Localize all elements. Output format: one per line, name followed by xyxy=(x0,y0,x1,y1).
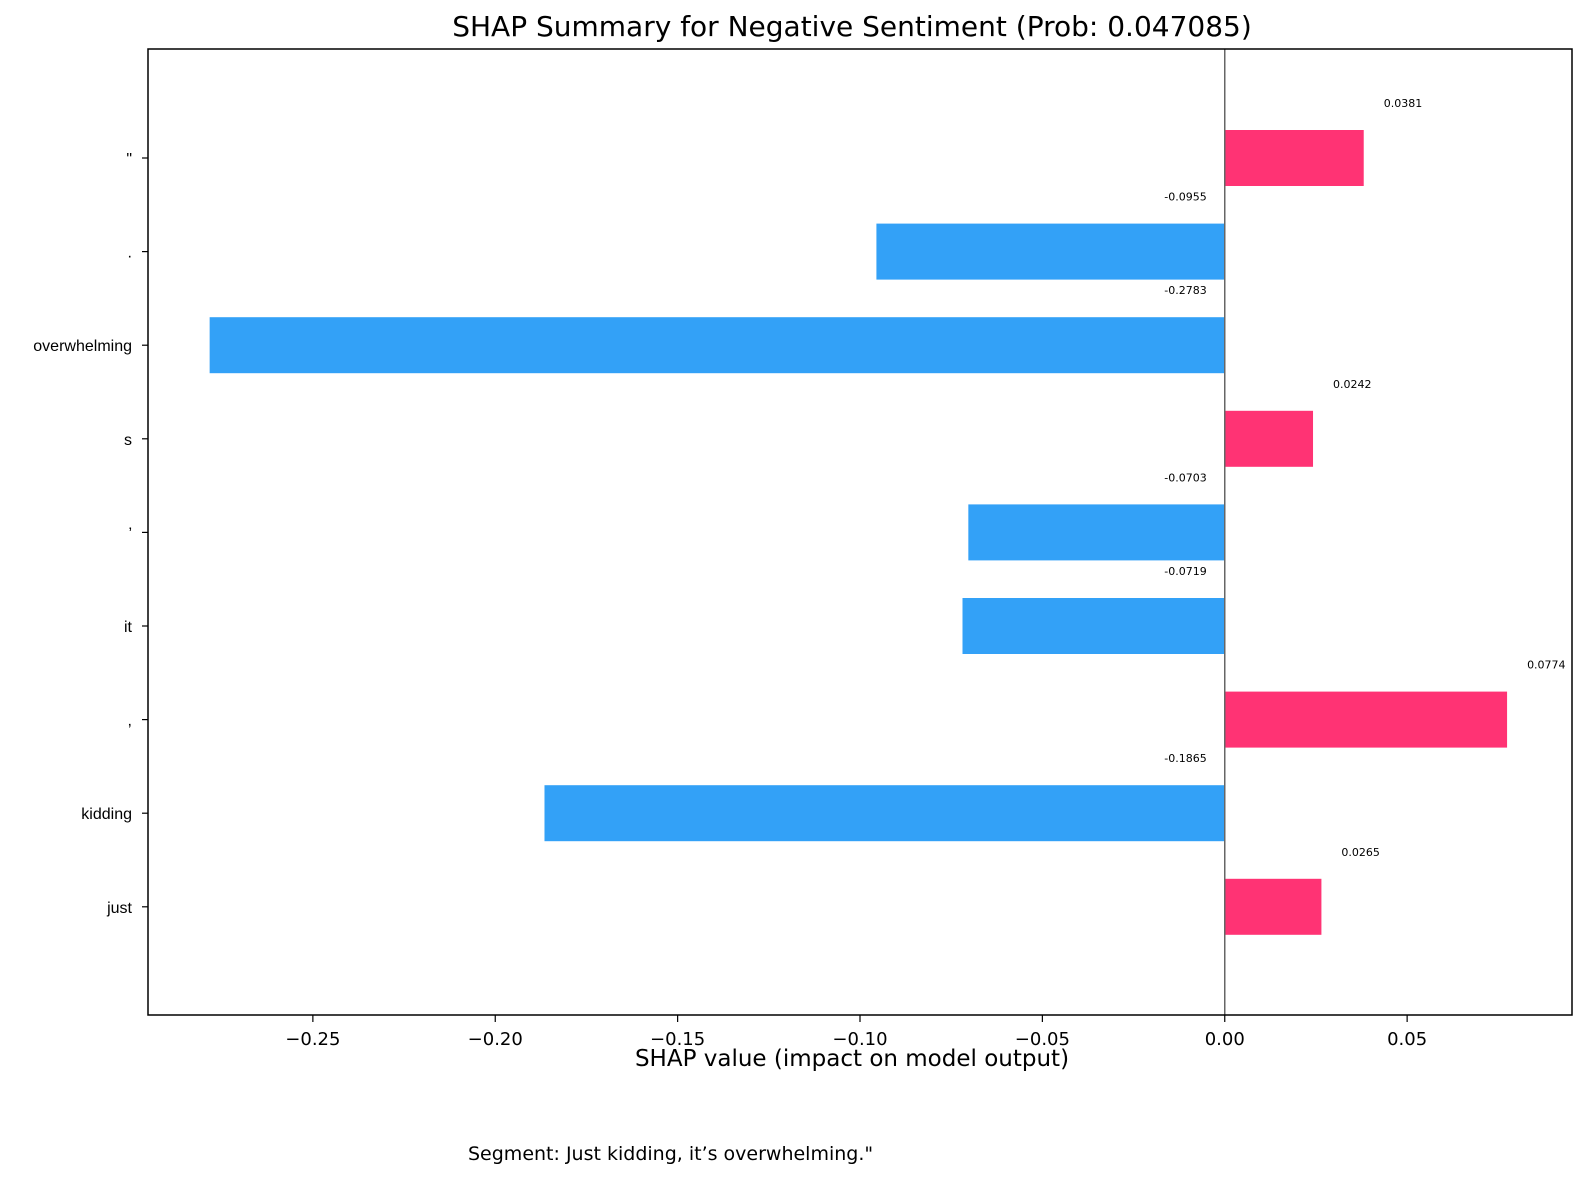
x-tick-label-6: 0.05 xyxy=(1387,1029,1427,1050)
y-tick-label-0: " xyxy=(126,151,132,168)
value-label-7: -0.1865 xyxy=(1164,752,1206,765)
plot-frame xyxy=(147,48,1573,1016)
y-tick-label-8: just xyxy=(106,900,132,917)
x-tick-label-2: −0.15 xyxy=(650,1029,705,1050)
bar-4 xyxy=(968,504,1225,561)
bar-0 xyxy=(1224,130,1364,186)
x-tick-label-0: −0.25 xyxy=(285,1029,340,1050)
bar-2 xyxy=(209,317,1225,374)
value-label-5: -0.0719 xyxy=(1164,565,1206,578)
y-tick-label-3: s xyxy=(124,432,132,449)
y-tick-label-7: kidding xyxy=(81,806,132,823)
plot-area: 0.0381 " -0.0955. -0.2783 overwhelming 0.0242… xyxy=(33,48,1573,1050)
value-label-6: 0.0774 xyxy=(1527,659,1566,672)
bar-6 xyxy=(1224,691,1508,748)
y-tick-label-1: . xyxy=(128,245,132,262)
x-tick-label-4: −0.05 xyxy=(1015,1029,1070,1050)
bar-8 xyxy=(1224,878,1322,935)
x-tick-label-1: −0.20 xyxy=(468,1029,523,1050)
y-tick-label-5: it xyxy=(124,619,133,636)
value-label-3: 0.0242 xyxy=(1333,378,1372,391)
value-label-4: -0.0703 xyxy=(1164,471,1206,484)
x-tick-label-5: 0.00 xyxy=(1205,1029,1245,1050)
value-label-0: 0.0381 xyxy=(1384,97,1423,110)
bar-5 xyxy=(962,598,1225,654)
y-tick-label-2: overwhelming xyxy=(33,338,132,355)
chart-title: SHAP Summary for Negative Sentiment (Pro… xyxy=(452,10,1252,43)
value-label-8: 0.0265 xyxy=(1341,846,1380,859)
bar-3 xyxy=(1224,410,1314,467)
bar-1 xyxy=(876,223,1225,280)
x-axis-label: SHAP value (impact on model output) xyxy=(635,1046,1069,1072)
y-tick-label-6: , xyxy=(128,713,132,730)
value-label-2: -0.2783 xyxy=(1164,284,1206,297)
y-tick-label-4: ’ xyxy=(128,525,132,542)
bar-7 xyxy=(544,785,1225,842)
x-tick-label-3: −0.10 xyxy=(832,1029,887,1050)
segment-caption: Segment: Just kidding, it’s overwhelming… xyxy=(468,1143,873,1165)
value-label-1: -0.0955 xyxy=(1164,191,1206,204)
